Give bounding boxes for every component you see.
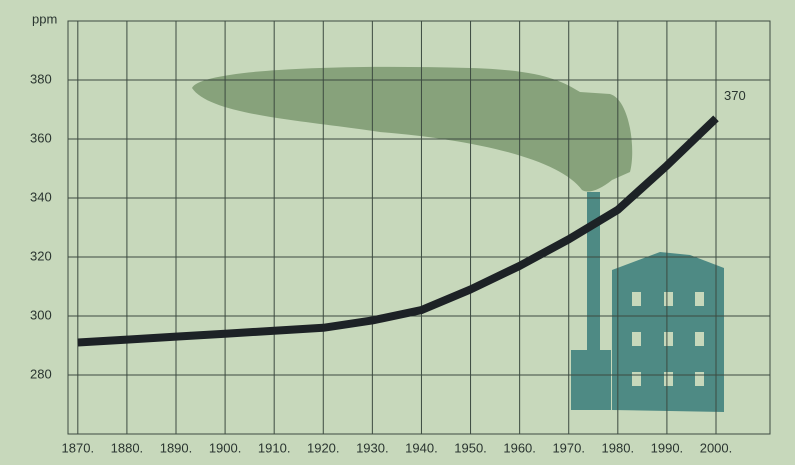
x-tick-label: 1920. [307, 440, 340, 455]
x-tick-label: 1890. [160, 440, 193, 455]
x-tick-label: 1870. [62, 440, 95, 455]
x-tick-label: 1880. [111, 440, 144, 455]
plot-frame [67, 20, 771, 435]
y-axis-label: ppm [32, 11, 57, 26]
y-tick-label: 360 [30, 130, 52, 145]
y-tick-label: 300 [30, 307, 52, 322]
data-line [77, 115, 719, 347]
x-tick-label: 1970. [552, 440, 585, 455]
y-tick-label: 280 [30, 366, 52, 381]
x-tick-label: 1930. [356, 440, 389, 455]
annotation: 370 [724, 88, 746, 103]
smoke-cloud [192, 66, 633, 192]
x-tick-label: 1910. [258, 440, 291, 455]
factory-annex [571, 350, 611, 410]
decoration [192, 66, 724, 412]
x-tick-label: 1900. [209, 440, 242, 455]
x-tick-label: 1940. [405, 440, 438, 455]
x-tick-label: 1990. [651, 440, 684, 455]
x-tick-label: 1960. [503, 440, 536, 455]
x-tick-label: 1950. [454, 440, 487, 455]
x-tick-label: 2000. [700, 440, 733, 455]
y-tick-label: 320 [30, 248, 52, 263]
y-tick-label: 380 [30, 71, 52, 86]
y-tick-label: 340 [30, 189, 52, 204]
x-tick-label: 1980. [602, 440, 635, 455]
